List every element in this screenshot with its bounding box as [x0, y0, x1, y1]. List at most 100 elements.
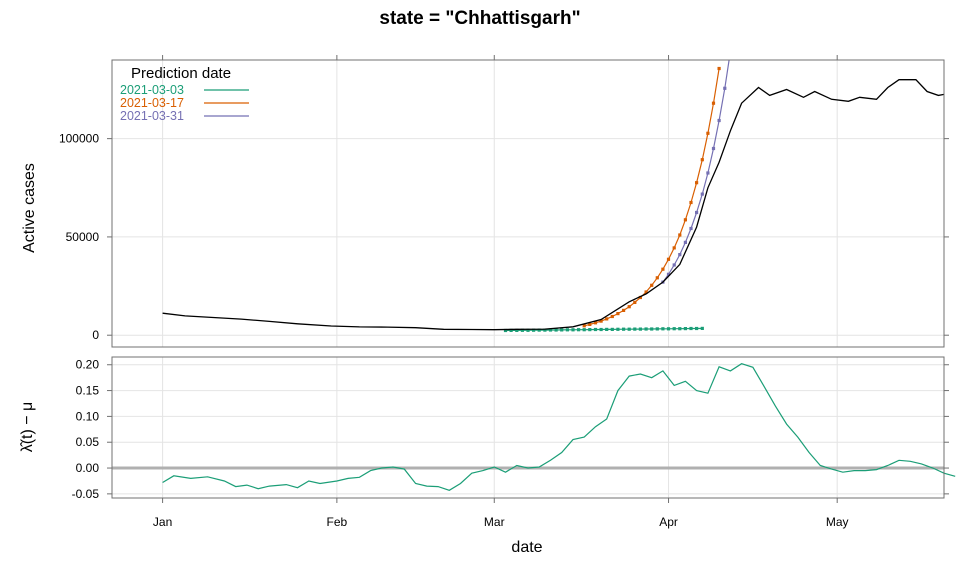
bottom-panel-marks — [112, 363, 956, 491]
top-panel-frame — [111, 59, 945, 348]
forecast-point-2021-03-17 — [655, 276, 659, 280]
forecast-point-2021-03-31 — [666, 272, 671, 276]
top-y-tick-label: 50000 — [66, 230, 100, 244]
forecast-point-2021-03-03 — [599, 327, 603, 332]
forecast-point-2021-03-17 — [650, 283, 654, 287]
forecast-point-2021-03-03 — [565, 328, 569, 332]
forecast-point-2021-03-03 — [588, 328, 592, 332]
forecast-point-2021-03-03 — [503, 328, 508, 333]
forecast-point-2021-03-17 — [717, 66, 721, 71]
forecast-point-2021-03-17 — [672, 246, 676, 250]
bottom-y-tick-label: 0.00 — [76, 461, 100, 475]
bottom-y-tick-label: 0.15 — [76, 384, 100, 398]
top-y-tick-label: 100000 — [59, 132, 99, 146]
legend-entry-2021-03-31: 2021-03-31 — [120, 109, 184, 123]
forecast-point-2021-03-17 — [700, 158, 704, 162]
legend: Prediction date 2021-03-032021-03-172021… — [120, 65, 249, 123]
forecast-point-2021-03-17 — [633, 300, 637, 304]
forecast-point-2021-03-31 — [689, 226, 693, 231]
forecast-point-2021-03-17 — [622, 308, 626, 312]
bottom-panel-frame — [111, 356, 945, 499]
forecast-point-2021-03-03 — [532, 328, 536, 332]
legend-title: Prediction date — [131, 65, 231, 82]
growth-rate-line — [162, 363, 956, 491]
forecast-point-2021-03-03 — [593, 327, 598, 332]
forecast-point-2021-03-17 — [588, 322, 592, 326]
forecast-point-2021-03-03 — [548, 328, 553, 332]
forecast-point-2021-03-17 — [666, 257, 671, 261]
forecast-point-2021-03-03 — [554, 328, 558, 332]
forecast-point-2021-03-03 — [666, 327, 671, 331]
forecast-point-2021-03-03 — [689, 326, 693, 331]
x-tick-label: Mar — [484, 515, 505, 529]
legend-entry-2021-03-17: 2021-03-17 — [120, 96, 184, 110]
forecast-point-2021-03-17 — [627, 305, 631, 309]
forecast-point-2021-03-17 — [593, 321, 598, 325]
axes: Jan Feb Mar Apr May 0 50000 100000 -0.05 0.00 0.05… — [59, 55, 949, 529]
forecast-point-2021-03-31 — [672, 263, 676, 267]
forecast-point-2021-03-03 — [672, 327, 676, 331]
forecast-point-2021-03-17 — [695, 181, 699, 185]
forecast-point-2021-03-03 — [678, 327, 682, 331]
forecast-point-2021-03-03 — [644, 327, 648, 331]
forecast-point-2021-03-17 — [661, 267, 665, 271]
legend-entry-2021-03-03: 2021-03-03 — [120, 83, 184, 97]
forecast-point-2021-03-17 — [638, 295, 642, 300]
top-y-axis-label: Active cases — [21, 163, 38, 253]
x-tick-label: Apr — [659, 515, 678, 529]
forecast-point-2021-03-03 — [661, 327, 665, 331]
forecast-point-2021-03-31 — [700, 192, 704, 196]
forecast-point-2021-03-03 — [571, 328, 575, 332]
forecast-point-2021-03-03 — [650, 327, 654, 331]
forecast-point-2021-03-03 — [627, 327, 631, 331]
top-y-tick-label: 0 — [92, 328, 99, 342]
x-tick-label: Feb — [327, 515, 348, 529]
forecast-point-2021-03-17 — [683, 218, 687, 222]
bottom-y-tick-label: -0.05 — [72, 487, 100, 501]
x-tick-label: Jan — [153, 515, 172, 529]
bottom-y-tick-label: 0.10 — [76, 409, 100, 423]
forecast-point-2021-03-31 — [683, 240, 687, 244]
forecast-point-2021-03-03 — [560, 328, 564, 332]
forecast-point-2021-03-17 — [610, 314, 614, 319]
forecast-point-2021-03-03 — [683, 327, 687, 331]
forecast-line-2021-03-17 — [584, 68, 720, 327]
forecast-point-2021-03-17 — [644, 290, 648, 294]
bottom-y-tick-label: 0.05 — [76, 435, 100, 449]
forecast-point-2021-03-03 — [638, 327, 642, 331]
forecast-point-2021-03-17 — [599, 319, 603, 323]
forecast-point-2021-03-03 — [605, 327, 609, 331]
forecast-point-2021-03-03 — [577, 328, 581, 332]
forecast-point-2021-03-17 — [605, 317, 609, 321]
forecast-point-2021-03-17 — [711, 101, 716, 105]
forecast-point-2021-03-17 — [678, 233, 682, 237]
forecast-point-2021-03-03 — [582, 328, 586, 332]
forecast-point-2021-03-03 — [520, 328, 524, 332]
bottom-y-tick-label: 0.20 — [76, 358, 100, 372]
x-axis-label: date — [511, 539, 542, 556]
forecast-point-2021-03-03 — [695, 326, 699, 331]
observed-active-cases-line — [162, 79, 944, 331]
top-panel-grid — [112, 60, 944, 347]
forecast-point-2021-03-31 — [695, 210, 699, 215]
forecast-point-2021-03-17 — [582, 324, 586, 328]
forecast-point-2021-03-03 — [537, 328, 541, 332]
bottom-panel-grid — [112, 357, 944, 498]
forecast-point-2021-03-17 — [689, 200, 693, 205]
bottom-y-axis-label: λ̂(t) − μ — [19, 402, 36, 453]
forecast-point-2021-03-03 — [616, 327, 620, 331]
forecast-point-2021-03-03 — [622, 327, 626, 331]
forecast-point-2021-03-31 — [723, 86, 727, 90]
forecast-point-2021-03-31 — [706, 171, 710, 175]
forecast-point-2021-03-03 — [655, 327, 659, 331]
forecast-point-2021-03-31 — [711, 146, 716, 151]
top-panel-marks — [162, 60, 944, 333]
forecast-point-2021-03-03 — [633, 327, 637, 331]
forecast-point-2021-03-03 — [543, 328, 547, 332]
x-tick-label: May — [826, 515, 849, 529]
forecast-point-2021-03-31 — [678, 253, 682, 257]
forecast-point-2021-03-17 — [706, 131, 710, 135]
forecast-point-2021-03-31 — [717, 118, 721, 123]
